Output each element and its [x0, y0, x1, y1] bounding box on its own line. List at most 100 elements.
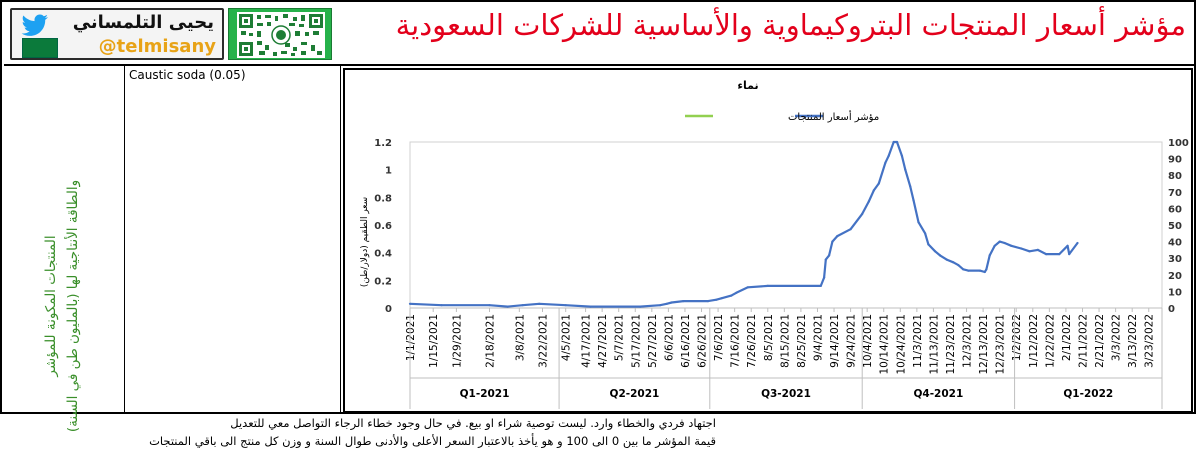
- series-point: [978, 269, 981, 272]
- y2-tick-label: 40: [1168, 238, 1182, 249]
- x-tick-label: 5/27/2021: [647, 314, 659, 368]
- series-point: [887, 154, 890, 157]
- series-point: [408, 302, 412, 305]
- x-tick-label: 7/16/2021: [730, 314, 742, 368]
- series-point: [993, 244, 996, 247]
- y2-tick-label: 100: [1168, 138, 1189, 149]
- components-cell: المنتجات المكونة للمؤشر والطاقة الأنتاجي…: [4, 66, 125, 432]
- x-tick-label: 1/15/2021: [428, 314, 440, 368]
- series-point: [746, 286, 749, 289]
- series-point: [962, 268, 965, 271]
- y2-axis-ticks: 0 10 20 30 40 50 60 70 80 90 100: [1168, 138, 1189, 315]
- quarter-label: Q2-2021: [610, 388, 660, 400]
- series-point: [819, 284, 822, 287]
- y2-tick-label: 70: [1168, 188, 1182, 199]
- brand-name: يحيى التلمساني: [72, 12, 214, 33]
- y-axis-title: سعر الطقيم (دولار/طن): [360, 197, 370, 287]
- series-point: [1036, 248, 1039, 251]
- series-point: [521, 304, 524, 307]
- series-point: [904, 168, 907, 171]
- x-tick-label: 11/13/2021: [928, 314, 940, 375]
- y2-tick-label: 0: [1168, 304, 1175, 315]
- index-note-text: قيمة المؤشر ما بين 0 الى 100 و هو يأخذ ب…: [149, 434, 716, 448]
- x-tick-label: 7/26/2021: [746, 314, 758, 368]
- product-label: Caustic soda (0.05): [129, 68, 246, 82]
- series-point: [1058, 253, 1061, 256]
- series-point: [824, 258, 827, 261]
- x-tick-label: 9/4/2021: [812, 314, 824, 361]
- series-point: [892, 140, 895, 144]
- header-separator: [4, 64, 1196, 66]
- x-tick-label: 12/13/2021: [978, 314, 990, 375]
- y2-tick-label: 50: [1168, 221, 1182, 232]
- series-point: [1045, 253, 1048, 256]
- x-tick-label: 3/23/2022: [1144, 314, 1156, 368]
- x-tick-label: 8/15/2021: [779, 314, 791, 368]
- series-point: [639, 305, 642, 308]
- qr-code-icon: [228, 8, 332, 60]
- x-tick-label: 11/23/2021: [945, 314, 957, 375]
- series-point: [823, 276, 826, 279]
- series-point: [589, 305, 592, 308]
- y2-tick-label: 10: [1168, 287, 1182, 298]
- series-point: [985, 268, 988, 271]
- x-tick-label: 5/17/2021: [630, 314, 642, 368]
- y2-tick-label: 20: [1168, 271, 1182, 282]
- x-axis-ticks: 1/1/2021 1/15/2021 1/29/2021 2/18/2021 3/8/2…: [405, 307, 1162, 375]
- components-caption-line2: والطاقة الأنتاجية لها (بالمليون طن في ال…: [65, 179, 81, 433]
- series-point: [735, 291, 738, 294]
- x-tick-label: 1/12/2022: [1028, 314, 1040, 368]
- x-tick-label: 4/27/2021: [597, 314, 609, 368]
- y-axis-ticks: 0 0.2 0.4 0.6 0.8 1 1.2: [374, 138, 392, 315]
- y-tick-label: 1.2: [374, 138, 392, 149]
- disclaimer-text: اجتهاد فردي والخطاء وارد. ليست توصية شرا…: [230, 416, 716, 430]
- x-tick-label: 3/8/2021: [514, 314, 526, 361]
- series-point: [538, 302, 541, 305]
- series-point: [912, 199, 915, 202]
- series-point: [938, 254, 942, 257]
- series-point: [730, 294, 733, 297]
- series-points: [408, 140, 1079, 308]
- series-point: [564, 304, 567, 307]
- y2-tick-label: 30: [1168, 254, 1182, 265]
- y2-tick-label: 60: [1168, 204, 1182, 215]
- flag-icon: [22, 38, 58, 58]
- series-point: [1028, 250, 1031, 253]
- series-point: [836, 235, 839, 238]
- series-point: [440, 304, 443, 307]
- series-point: [1066, 244, 1069, 247]
- series-point: [967, 269, 970, 272]
- y2-tick-label: 90: [1168, 155, 1182, 166]
- series-point: [998, 240, 1001, 243]
- series-point: [988, 254, 991, 257]
- x-tick-label: 3/22/2021: [538, 314, 550, 368]
- series-point: [506, 305, 509, 308]
- series-point: [682, 300, 685, 303]
- series-point: [917, 221, 920, 224]
- series-point: [934, 250, 937, 253]
- series-point: [872, 189, 875, 192]
- series-point: [952, 261, 955, 264]
- series-point: [924, 232, 927, 235]
- x-tick-label: 2/18/2021: [485, 314, 497, 368]
- x-tick-label: 12/23/2021: [995, 314, 1007, 375]
- components-caption-line1: المنتجات المكونة للمؤشر: [43, 235, 59, 377]
- x-tick-label: 6/26/2021: [697, 314, 709, 368]
- series-point: [877, 182, 880, 185]
- x-tick-label: 5/7/2021: [614, 314, 626, 361]
- series-point: [849, 228, 852, 231]
- x-tick-label: 12/3/2021: [962, 314, 974, 368]
- product-cell: Caustic soda (0.05): [125, 66, 341, 414]
- x-tick-label: 1/22/2022: [1044, 314, 1056, 368]
- x-tick-label: 4/17/2021: [581, 314, 593, 368]
- series-point: [895, 140, 899, 144]
- x-tick-label: 3/3/2022: [1111, 314, 1123, 361]
- series-point: [1010, 244, 1013, 247]
- y-tick-label: 0: [385, 304, 392, 315]
- y-tick-label: 1: [385, 166, 392, 177]
- x-tick-label: 1/1/2021: [405, 314, 417, 361]
- series-point: [670, 301, 673, 304]
- x-tick-label: 10/14/2021: [879, 314, 891, 375]
- series-line-price: [409, 140, 1079, 308]
- brand-badge: يحيى التلمساني @telmisany: [10, 8, 224, 60]
